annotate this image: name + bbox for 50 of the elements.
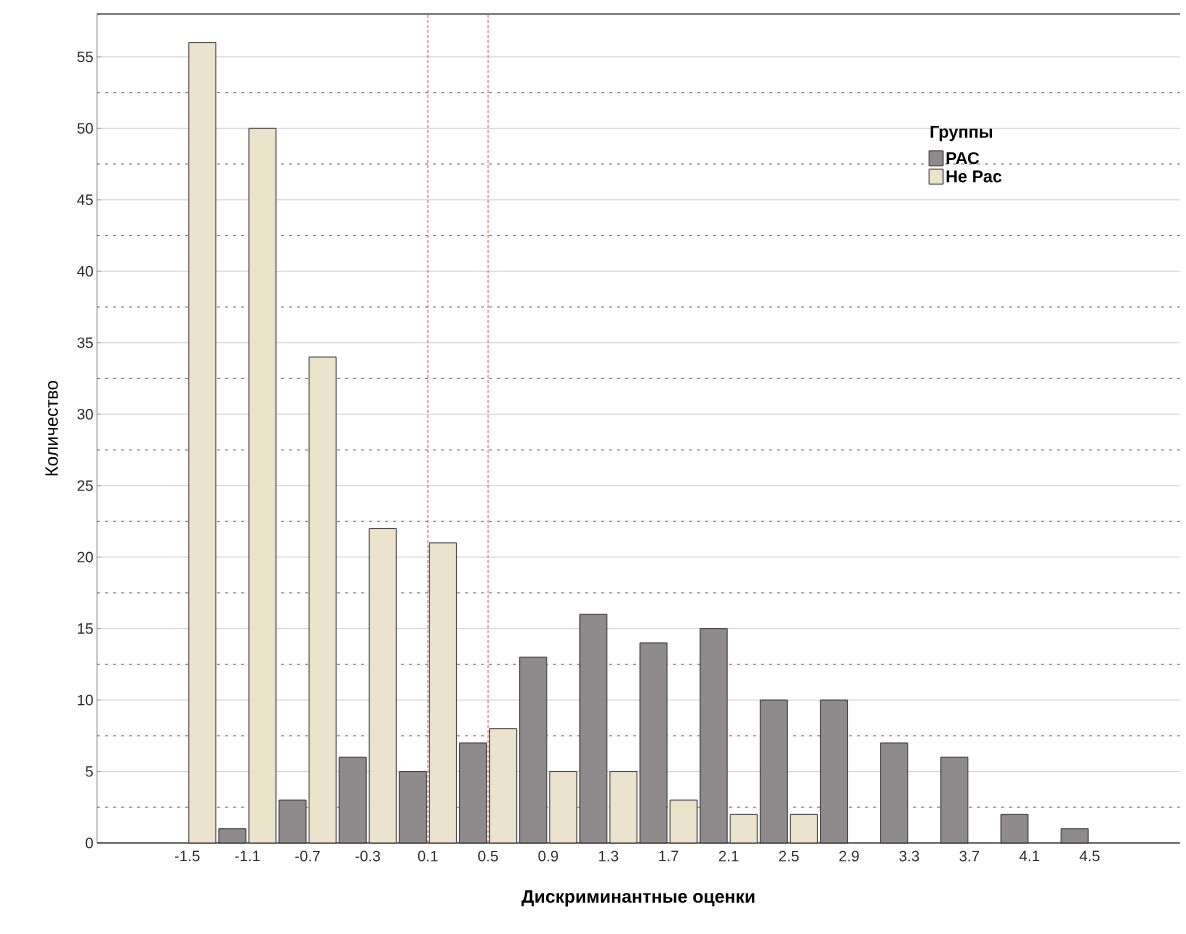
x-tick-label: -0.7	[295, 850, 320, 862]
x-tick-label: 0.5	[478, 850, 498, 862]
x-tick-label: 0.1	[418, 850, 438, 862]
x-tick-label: 2.9	[839, 850, 859, 862]
bar	[188, 42, 217, 844]
x-tick-label: 4.1	[1019, 850, 1040, 862]
bar	[368, 528, 397, 844]
bar	[789, 813, 818, 844]
bar	[489, 728, 518, 844]
y-tick-label: 10	[77, 694, 93, 706]
y-tick-label: 40	[77, 265, 93, 277]
bar	[398, 771, 427, 844]
legend-label: Не Рас	[946, 170, 1002, 183]
bar	[940, 756, 969, 844]
y-tick-label: 45	[77, 194, 93, 206]
y-tick-label: 0	[85, 837, 93, 849]
x-tick-label: 2.1	[719, 850, 739, 862]
legend-title: Группы	[930, 125, 993, 142]
y-axis-title: Количество	[45, 380, 58, 476]
legend-label: РАС	[946, 152, 980, 165]
x-tick-label: 3.3	[899, 850, 919, 862]
bar	[1000, 813, 1029, 844]
x-tick-label: -1.5	[174, 850, 200, 862]
bar	[759, 699, 788, 844]
y-tick-label: 25	[77, 480, 93, 491]
bar	[519, 656, 548, 844]
x-tick-label: 1.3	[599, 850, 619, 862]
bar	[549, 771, 578, 844]
bar	[880, 742, 909, 844]
y-tick-label: 30	[77, 408, 93, 420]
bar	[428, 542, 457, 844]
x-axis-title: Дискриминантные оценки	[521, 890, 755, 907]
bar	[820, 699, 848, 844]
y-tick-label: 5	[85, 766, 93, 777]
x-tick-label: 0.9	[538, 850, 558, 862]
bar	[338, 756, 367, 844]
y-tick-label: 55	[77, 51, 93, 63]
x-tick-label: 3.7	[959, 850, 980, 862]
y-tick-label: 35	[77, 337, 93, 349]
bar	[729, 813, 758, 844]
x-tick-label: -1.1	[235, 850, 260, 862]
bar	[459, 742, 488, 844]
x-tick-label: -0.3	[355, 850, 380, 862]
x-tick-label: 1.7	[659, 850, 679, 862]
x-tick-label: 4.5	[1079, 850, 1100, 862]
bar	[1060, 828, 1089, 844]
y-tick-label: 20	[77, 551, 93, 563]
y-tick-label: 50	[77, 123, 93, 134]
y-tick-label: 15	[77, 623, 93, 634]
x-tick-label: 2.5	[779, 850, 799, 862]
